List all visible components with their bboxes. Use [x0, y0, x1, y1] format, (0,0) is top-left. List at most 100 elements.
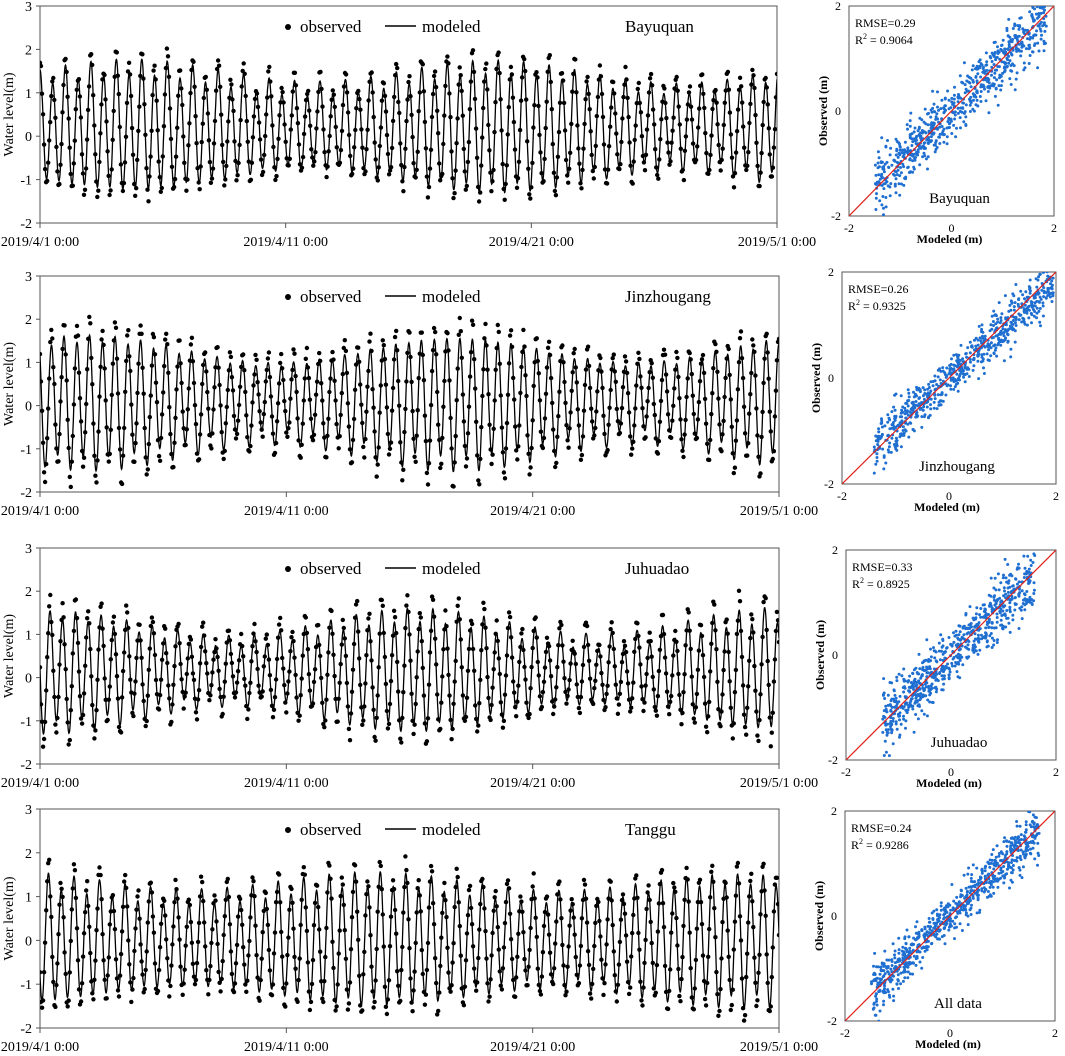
observed-point [138, 323, 143, 328]
observed-point [736, 360, 742, 365]
observed-point [717, 422, 722, 427]
observed-point [651, 986, 656, 991]
scatter-point [1041, 304, 1045, 308]
observed-point [177, 937, 182, 942]
scatter-point [949, 377, 953, 381]
observed-point [295, 999, 300, 1004]
observed-point [93, 473, 98, 478]
observed-point [225, 876, 230, 882]
scatter-point [985, 623, 989, 626]
observed-point [688, 104, 694, 109]
observed-point [427, 166, 433, 171]
observed-point [592, 943, 597, 949]
observed-point [433, 956, 438, 961]
observed-point [431, 922, 437, 927]
observed-point [113, 957, 119, 962]
scatter-point [918, 402, 922, 406]
observed-point [455, 874, 460, 880]
observed-point [772, 657, 778, 662]
scatter-point [1042, 295, 1046, 299]
observed-point [536, 371, 541, 376]
observed-point [686, 610, 691, 615]
observed-point [435, 692, 440, 697]
observed-point [344, 90, 350, 95]
observed-point [764, 331, 769, 336]
observed-point [286, 163, 291, 168]
observed-point [600, 385, 605, 391]
observed-point [184, 924, 189, 929]
observed-point [752, 349, 757, 354]
observed-point [553, 697, 558, 702]
observed-point [148, 393, 153, 398]
observed-point [746, 920, 751, 925]
observed-point [586, 363, 592, 369]
scatter-point [935, 146, 939, 149]
observed-point [293, 966, 298, 971]
observed-point [446, 61, 451, 66]
scatter-point [1013, 340, 1017, 344]
observed-point [226, 368, 232, 373]
observed-point [257, 409, 262, 414]
scatter-point [1037, 275, 1041, 279]
observed-point [703, 421, 709, 426]
observed-point [330, 631, 335, 636]
observed-point [464, 695, 470, 700]
observed-point [204, 369, 209, 374]
scatter-point [889, 708, 893, 712]
observed-point [481, 367, 486, 372]
observed-point [102, 72, 107, 78]
observed-point [482, 336, 487, 341]
observed-point [674, 349, 679, 355]
observed-point [281, 666, 286, 671]
observed-point [747, 120, 752, 126]
x-tick-label: 2019/5/1 0:00 [738, 235, 816, 250]
scatter-point [952, 631, 955, 635]
observed-point [722, 394, 727, 400]
observed-point [680, 167, 685, 173]
observed-point [457, 65, 462, 70]
observed-point [284, 430, 289, 435]
observed-point [361, 972, 366, 977]
observed-point [136, 888, 141, 893]
scatter-point [1028, 37, 1032, 41]
scatter-point [950, 357, 953, 361]
observed-point [276, 622, 282, 627]
observed-point [217, 382, 222, 388]
scatter-point [1014, 321, 1017, 325]
observed-point [507, 333, 513, 338]
observed-point [193, 977, 199, 983]
observed-point [511, 375, 516, 381]
observed-point [714, 349, 719, 354]
observed-point [380, 338, 385, 343]
observed-point [511, 977, 516, 983]
observed-point [636, 350, 641, 355]
observed-point [689, 995, 694, 1000]
observed-point [603, 962, 608, 967]
scatter-point [913, 403, 917, 407]
observed-point [751, 343, 756, 348]
observed-point [258, 157, 264, 162]
scatter-point [1027, 62, 1031, 65]
observed-point [554, 919, 559, 924]
observed-point [139, 331, 144, 336]
observed-point [288, 649, 293, 654]
observed-point [53, 422, 58, 427]
scatter-point [921, 394, 925, 398]
scatter-point [942, 674, 946, 678]
observed-point [60, 601, 65, 606]
observed-point [261, 664, 266, 669]
legend-observed-marker [285, 24, 291, 30]
observed-point [465, 668, 471, 673]
scatter-point [980, 323, 984, 327]
observed-point [324, 174, 329, 180]
scatter-point [912, 730, 916, 734]
observed-point [671, 403, 676, 408]
observed-point [618, 421, 624, 426]
observed-point [590, 419, 595, 424]
observed-point [288, 127, 293, 132]
scatter-point [934, 650, 938, 654]
observed-point [529, 185, 534, 190]
observed-point [133, 926, 138, 931]
observed-point [227, 638, 233, 643]
